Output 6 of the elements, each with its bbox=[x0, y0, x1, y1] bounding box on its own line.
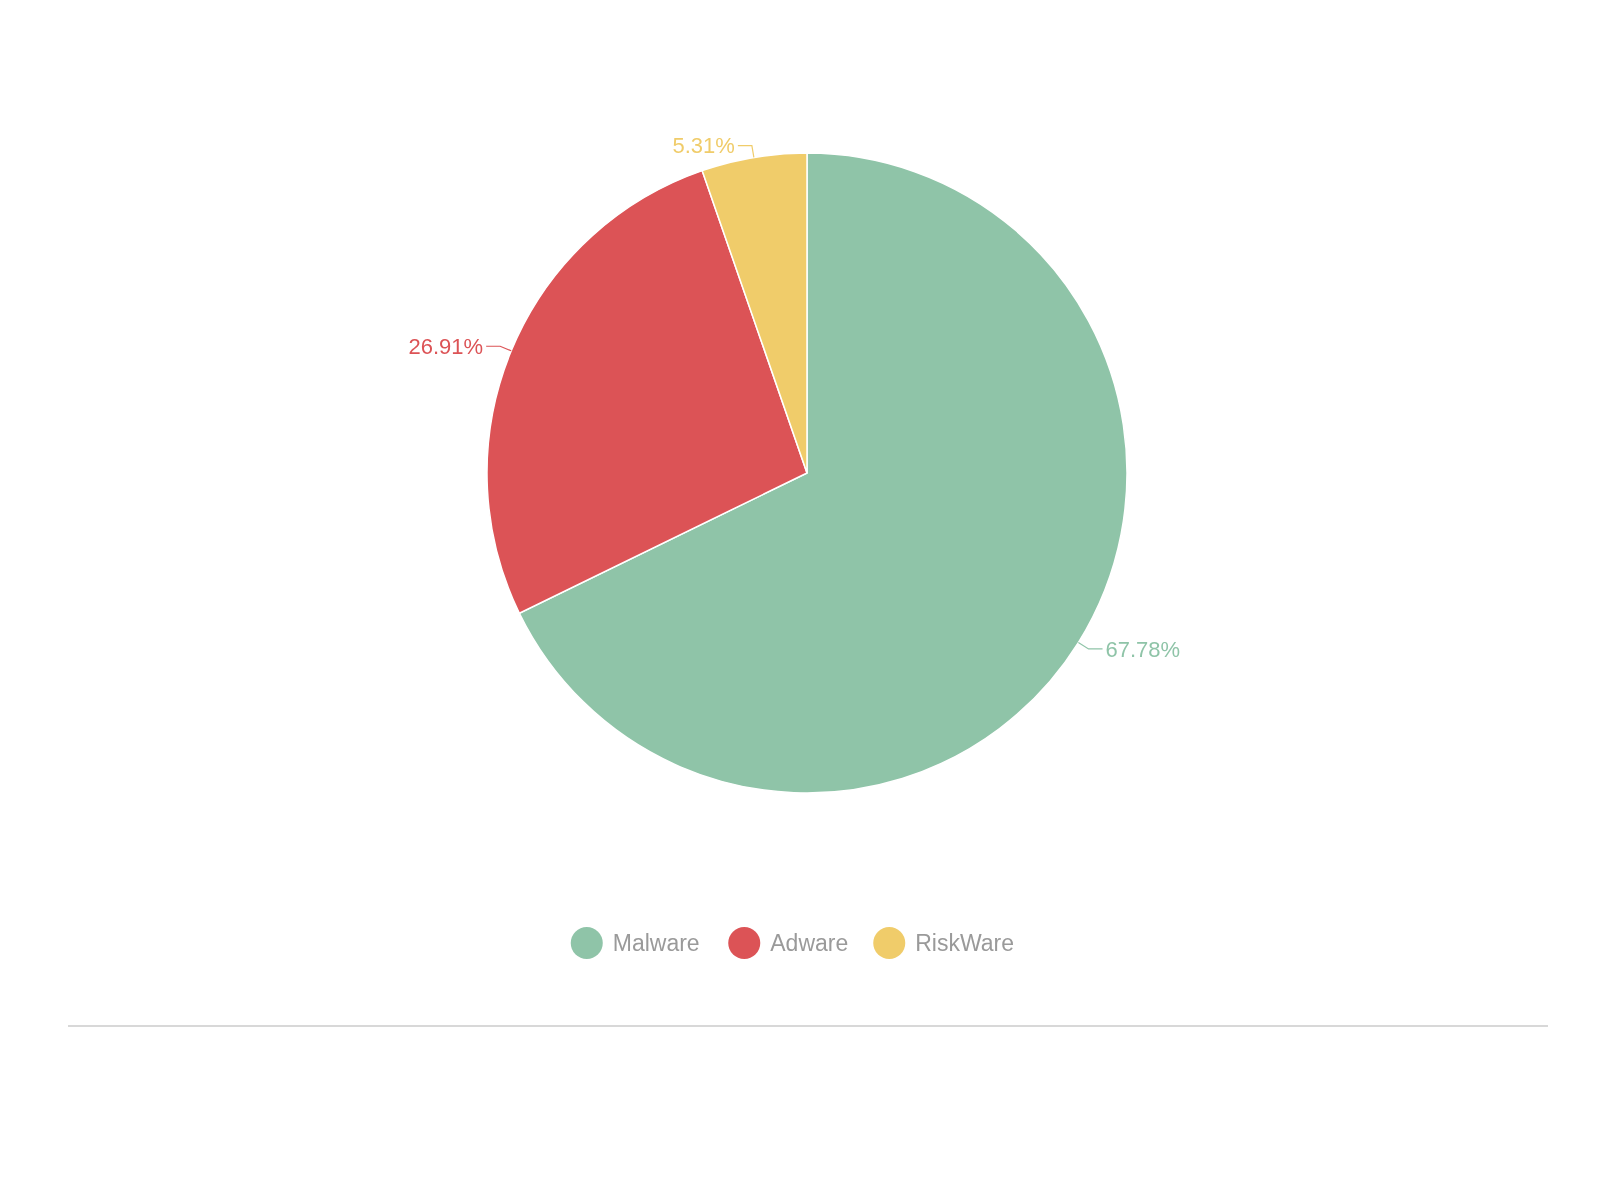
data-label: 5.31% bbox=[672, 133, 735, 159]
legend-label: Malware bbox=[612, 930, 700, 957]
data-label: 26.91% bbox=[408, 333, 484, 359]
legend-label: Adware bbox=[770, 930, 849, 957]
data-label: 67.78% bbox=[1105, 636, 1181, 662]
legend-label: RiskWare bbox=[915, 930, 1015, 957]
